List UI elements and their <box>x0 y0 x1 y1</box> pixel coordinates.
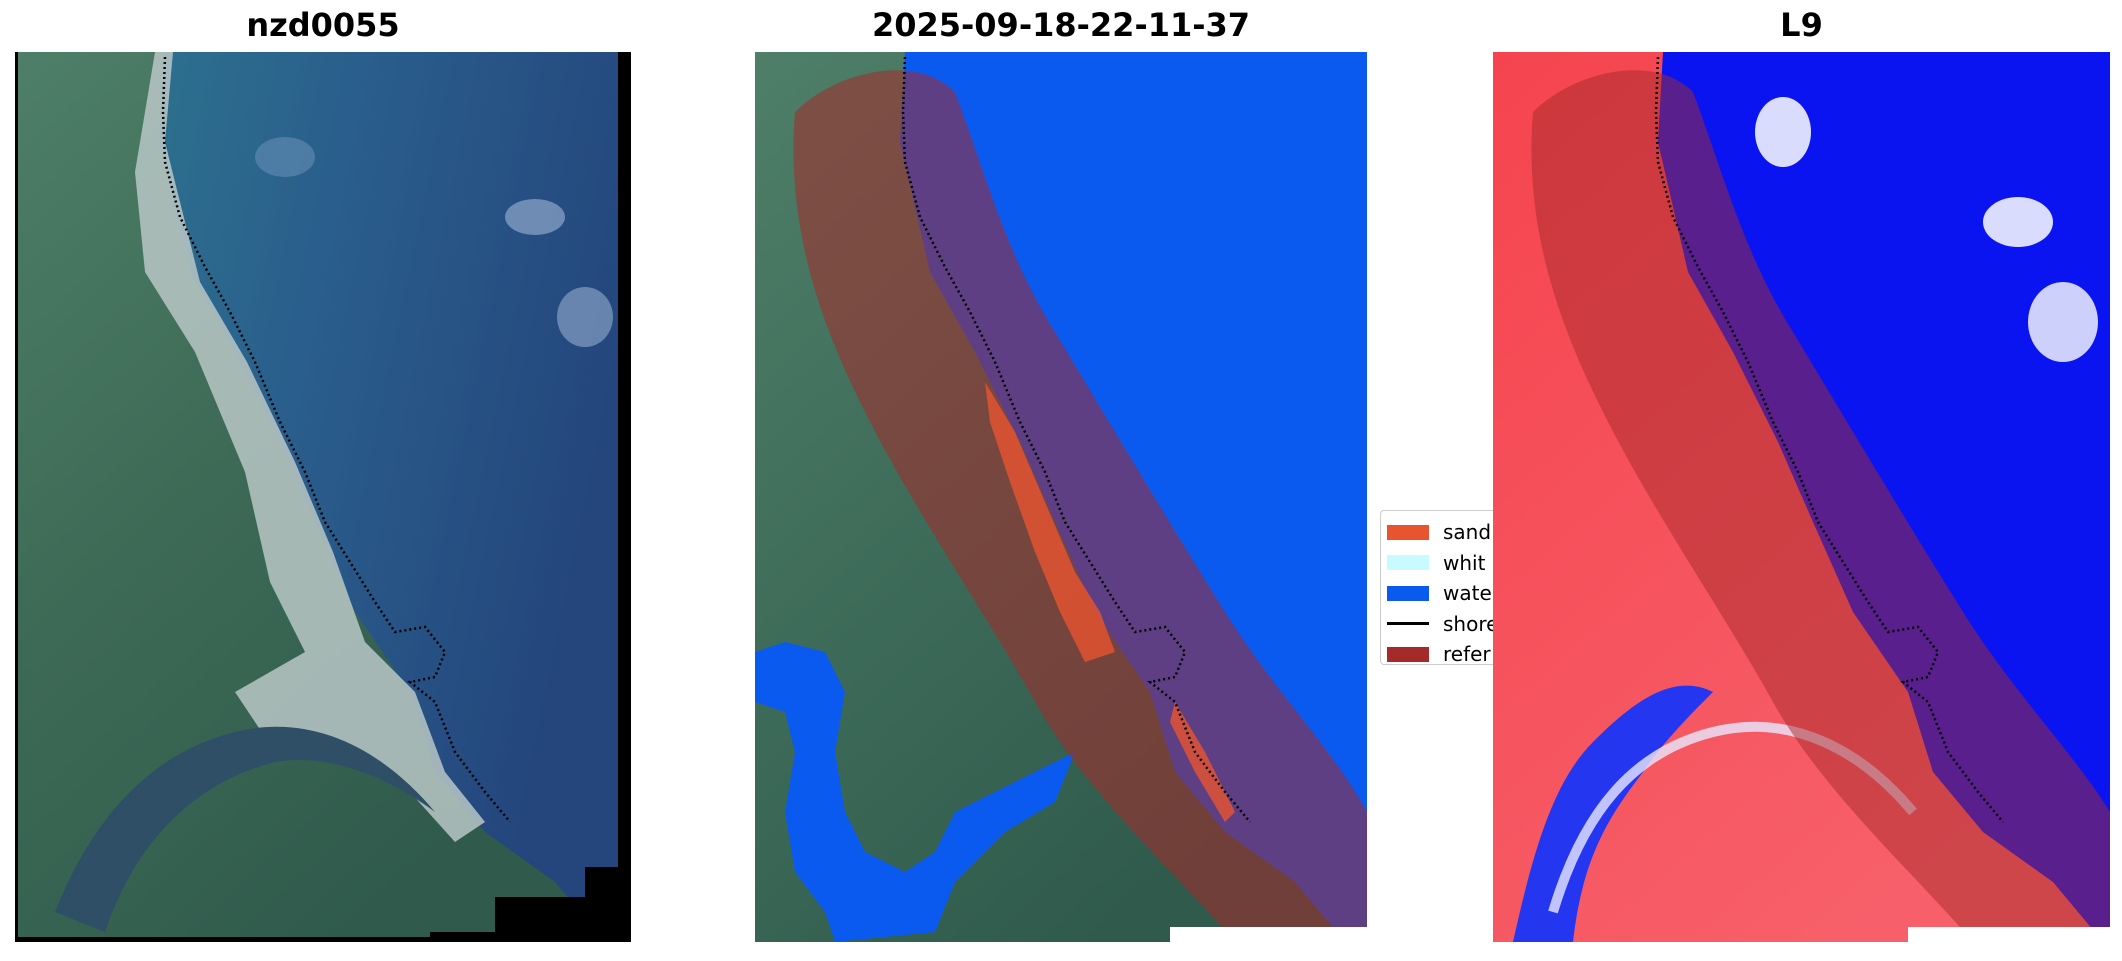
water-class-estuary <box>755 642 1075 942</box>
legend-item-sand: sand <box>1387 517 1504 548</box>
legend: sand whit wate shore refer <box>1380 510 1505 665</box>
classified-image <box>755 52 1367 942</box>
panel-title-classified: 2025-09-18-22-11-37 <box>871 6 1251 44</box>
legend-label: whit <box>1443 550 1486 575</box>
shoreline-dotted <box>1654 56 2004 823</box>
legend-item-shoreline: shore <box>1387 609 1504 640</box>
legend-swatch-sand <box>1387 524 1429 540</box>
index-image-panel <box>1493 52 2110 942</box>
cloud <box>1983 197 2053 247</box>
sand-class <box>1170 702 1235 822</box>
rgb-image-panel <box>15 52 631 942</box>
cloud <box>557 287 613 347</box>
bottom-border <box>15 937 631 942</box>
cloud <box>2028 282 2098 362</box>
shoreline-dotted <box>161 56 511 823</box>
legend-label: sand <box>1443 520 1492 545</box>
panel-title-index: L9 <box>1780 6 1823 44</box>
legend-item-water: wate <box>1387 578 1504 609</box>
legend-swatch-reference <box>1387 646 1429 662</box>
legend-swatch-white-water <box>1387 555 1429 571</box>
reference-buffer <box>793 70 1367 942</box>
legend-swatch-water <box>1387 585 1429 601</box>
nodata-corner <box>1170 927 1367 942</box>
cloud <box>1755 97 1811 167</box>
reference-buffer <box>1531 70 2110 942</box>
rgb-image <box>15 52 631 942</box>
sand-class <box>985 382 1115 662</box>
nodata-corner <box>1908 927 2110 942</box>
legend-item-reference: refer <box>1387 639 1504 665</box>
legend-line-shoreline <box>1387 622 1429 626</box>
index-image <box>1493 52 2110 942</box>
beach-strip <box>135 52 485 842</box>
classified-image-panel <box>755 52 1367 942</box>
legend-label: refer <box>1443 642 1491 665</box>
cloud <box>505 199 565 235</box>
legend-item-white-water: whit <box>1387 548 1504 579</box>
legend-label: wate <box>1443 581 1492 606</box>
legend-label: shore <box>1443 611 1499 636</box>
cloud <box>255 137 315 177</box>
estuary <box>55 726 435 932</box>
panel-title-rgb: nzd0055 <box>246 6 400 44</box>
left-border <box>15 52 18 942</box>
shoreline-dotted <box>901 56 1251 823</box>
